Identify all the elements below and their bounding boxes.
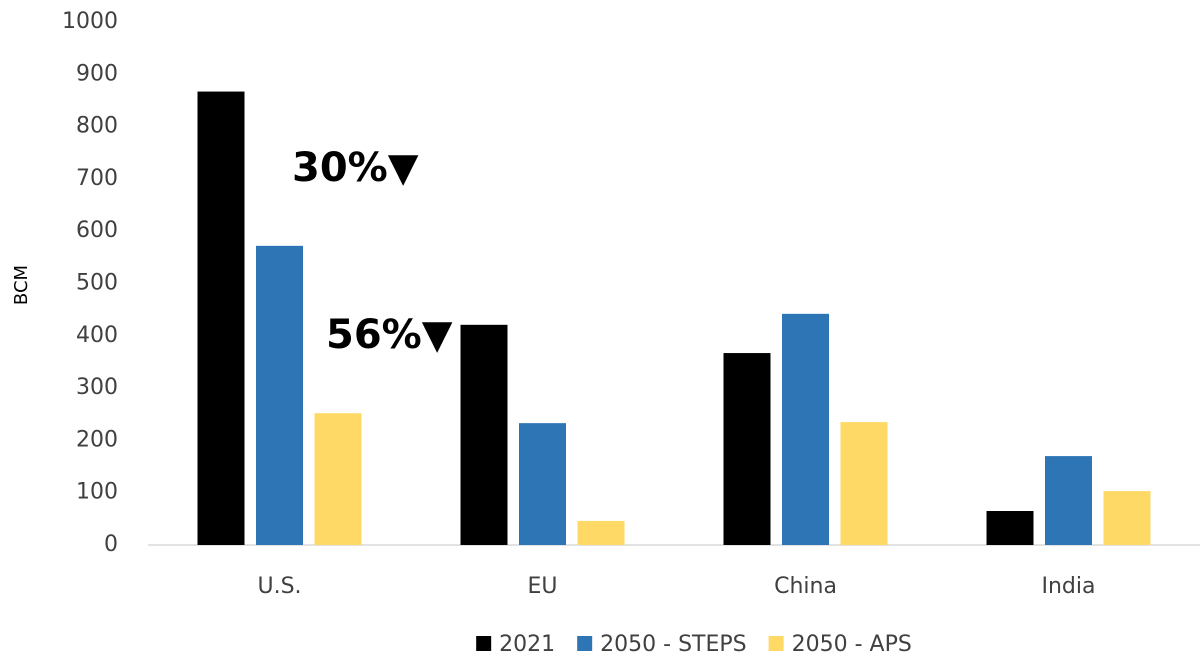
bar: [1045, 456, 1092, 545]
y-tick-label: 400: [76, 323, 118, 348]
legend-label: 2021: [499, 632, 555, 657]
y-axis-label: BCM: [11, 265, 32, 305]
y-tick-label: 200: [76, 427, 118, 452]
legend-swatch: [577, 636, 593, 651]
legend-swatch: [768, 636, 784, 651]
bar: [314, 413, 362, 545]
y-tick-label: 600: [76, 218, 118, 243]
y-tick-label: 500: [76, 271, 118, 296]
legend-label: 2050 - STEPS: [600, 632, 746, 657]
bar: [197, 91, 245, 546]
bar: [256, 245, 303, 545]
y-tick-label: 100: [76, 480, 118, 505]
y-tick-label: 300: [76, 375, 118, 400]
bar: [1103, 491, 1151, 545]
bar: [782, 313, 829, 545]
y-tick-label: 900: [76, 61, 118, 86]
x-tick-label: China: [774, 574, 837, 599]
legend-swatch: [476, 636, 492, 651]
y-tick-label: 0: [104, 532, 118, 557]
bar: [986, 511, 1034, 545]
bar: [577, 520, 625, 545]
x-tick-label: EU: [527, 574, 557, 599]
bar: [519, 423, 566, 545]
bar: [723, 353, 771, 545]
annotation: 56%▼: [326, 312, 453, 358]
y-tick-label: 800: [76, 114, 118, 139]
y-tick-label: 1000: [62, 9, 118, 34]
x-tick-label: India: [1042, 574, 1096, 599]
bar: [460, 324, 508, 545]
legend-label: 2050 - APS: [792, 632, 912, 657]
y-tick-label: 700: [76, 166, 118, 191]
x-tick-label: U.S.: [257, 574, 301, 599]
annotation: 30%▼: [292, 145, 419, 191]
bar: [840, 422, 888, 545]
